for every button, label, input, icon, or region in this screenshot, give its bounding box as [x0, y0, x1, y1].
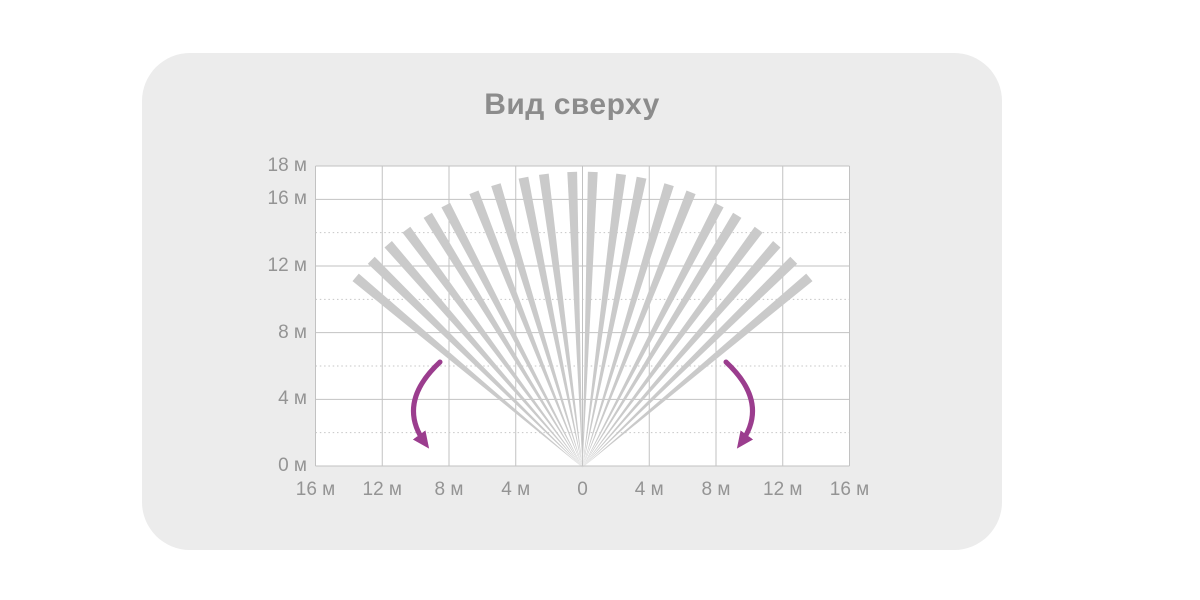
detection-beam [582, 176, 647, 468]
x-tick-label: 12 м [362, 479, 402, 500]
beam-layer [352, 171, 813, 468]
detection-beam [352, 273, 583, 468]
detection-beam [582, 241, 781, 468]
detection-beam [423, 212, 583, 468]
detection-beam [367, 256, 583, 468]
x-tick-label: 4 м [634, 479, 664, 500]
detection-beam [582, 173, 626, 468]
detection-beam [582, 226, 763, 468]
x-tick-label: 16 м [829, 479, 870, 500]
detection-beam [402, 226, 583, 468]
detection-beam [441, 202, 583, 468]
y-tick-label: 18 м [267, 155, 307, 176]
detection-beam [582, 256, 798, 468]
y-tick-label: 16 м [267, 188, 307, 210]
detection-beam [469, 190, 583, 468]
detection-beam [582, 190, 696, 468]
detection-beam [567, 171, 583, 468]
x-tick-label: 12 м [763, 479, 803, 500]
rotation-arrow-right [723, 359, 755, 449]
arrow-layer [411, 359, 755, 449]
detection-beam [582, 202, 724, 468]
detection-beam [582, 273, 813, 468]
x-tick-label: 8 м [701, 479, 731, 500]
x-tick-label: 0 [577, 479, 588, 500]
y-tick-label: 0 м [278, 455, 307, 476]
y-tick-label: 4 м [278, 388, 307, 410]
detection-beam [582, 183, 674, 468]
chart-title: Вид сверху [484, 88, 660, 121]
x-tick-label: 8 м [434, 479, 464, 500]
rotation-arrow-left [411, 359, 443, 449]
y-tick-label: 12 м [267, 255, 307, 276]
detection-beam [491, 183, 583, 468]
x-tick-label: 16 м [295, 479, 336, 500]
detection-beam [582, 212, 742, 468]
detection-beam [384, 241, 583, 468]
x-tick-label: 4 м [501, 479, 531, 500]
detection-beam [582, 171, 598, 468]
y-tick-label: 8 м [278, 321, 307, 343]
detection-beam [518, 176, 583, 468]
detection-beam [539, 173, 583, 468]
